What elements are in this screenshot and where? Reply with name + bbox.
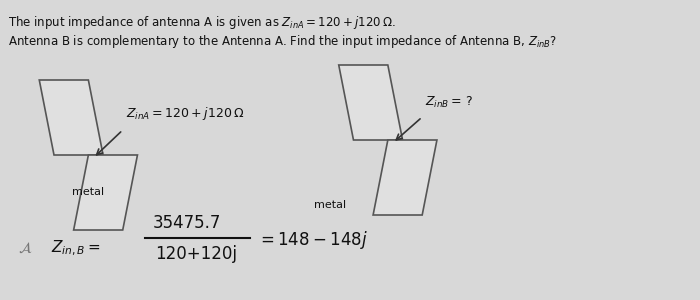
- Text: $Z_{in,B}=$: $Z_{in,B}=$: [51, 238, 101, 258]
- Text: Antenna B is complementary to the Antenna A. Find the input impedance of Antenna: Antenna B is complementary to the Antenn…: [8, 33, 557, 50]
- Polygon shape: [373, 140, 437, 215]
- Polygon shape: [339, 65, 402, 140]
- Text: 120+120j: 120+120j: [155, 245, 237, 263]
- Text: $Z_{inA}=120+j120\,\Omega$: $Z_{inA}=120+j120\,\Omega$: [126, 105, 244, 122]
- Text: metal: metal: [314, 200, 346, 210]
- Text: metal: metal: [72, 187, 104, 197]
- Text: $Z_{inB}=\,?$: $Z_{inB}=\,?$: [425, 95, 473, 110]
- Text: 35475.7: 35475.7: [152, 214, 220, 232]
- Polygon shape: [39, 80, 103, 155]
- Text: $=148-148j$: $=148-148j$: [257, 229, 368, 251]
- Text: The input impedance of antenna A is given as $Z_{inA}=120+j120\,\Omega$.: The input impedance of antenna A is give…: [8, 14, 395, 31]
- Polygon shape: [74, 155, 137, 230]
- Text: $\mathcal{A}$: $\mathcal{A}$: [18, 241, 32, 256]
